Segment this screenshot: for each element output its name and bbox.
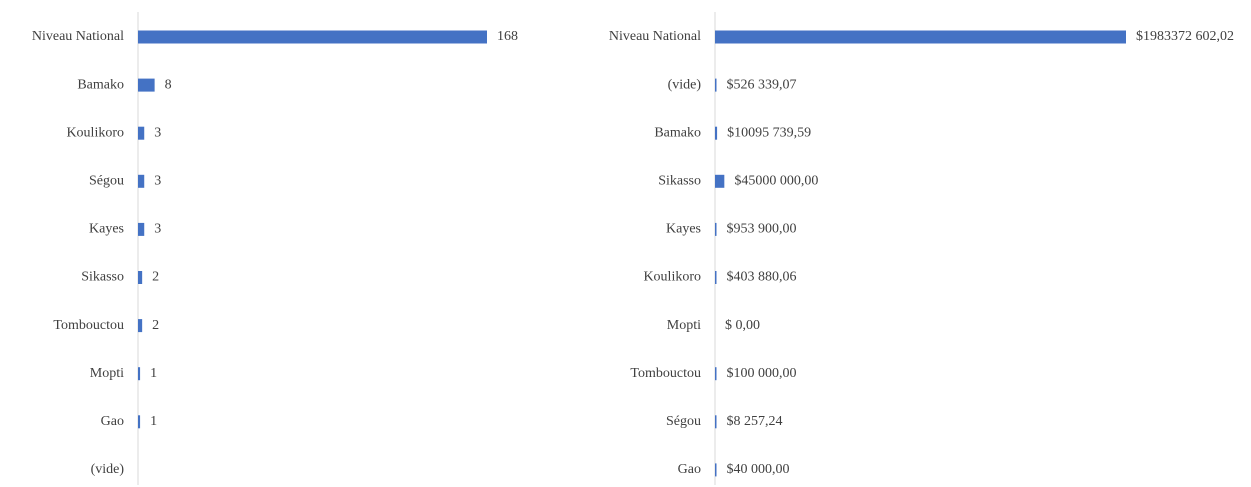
value-label: 8: [165, 77, 172, 92]
category-label: Ségou: [666, 414, 701, 429]
value-label: $40 000,00: [727, 462, 790, 477]
category-label: Sikasso: [81, 270, 124, 285]
category-label: (vide): [668, 77, 702, 92]
category-label: Niveau National: [609, 29, 701, 44]
bar: [138, 271, 143, 284]
bar: [715, 222, 717, 236]
value-label: 1: [150, 366, 157, 381]
bar: [138, 126, 145, 140]
category-label: Bamako: [77, 77, 124, 92]
category-label: Koulikoro: [643, 270, 701, 285]
category-label: Tombouctou: [53, 318, 124, 333]
bar: [715, 126, 718, 140]
category-label: Mopti: [667, 318, 701, 333]
bar: [138, 415, 141, 429]
category-label: Sikasso: [658, 174, 701, 189]
category-label: Niveau National: [32, 29, 124, 44]
category-label: Gao: [101, 414, 124, 429]
category-label: Kayes: [666, 222, 701, 237]
value-label: 3: [154, 125, 161, 140]
bar: [715, 415, 717, 429]
category-label: Ségou: [89, 174, 124, 189]
value-label: $45000 000,00: [734, 174, 818, 189]
value-label: $100 000,00: [727, 366, 797, 381]
bar: [138, 222, 145, 236]
value-label: 168: [497, 29, 518, 44]
value-label: $953 900,00: [727, 222, 797, 237]
value-label: 1: [150, 414, 157, 429]
bar: [138, 367, 141, 381]
category-label: Kayes: [89, 222, 124, 237]
value-label: 3: [154, 222, 161, 237]
category-label: (vide): [91, 462, 125, 477]
value-label: $10095 739,59: [727, 125, 811, 140]
bar: [715, 174, 725, 188]
bar: [138, 319, 143, 333]
bar: [715, 367, 717, 381]
bar: [138, 174, 145, 188]
value-label: $1983372 602,02: [1136, 29, 1234, 44]
category-label: Bamako: [654, 125, 701, 140]
value-label: 2: [152, 270, 159, 285]
category-label: Mopti: [90, 366, 124, 381]
value-label: $403 880,06: [727, 270, 797, 285]
bar: [715, 463, 717, 477]
bar: [138, 78, 155, 92]
bar: [715, 78, 717, 92]
value-label: $8 257,24: [727, 414, 783, 429]
category-label: Gao: [678, 462, 701, 477]
bar: [138, 30, 487, 44]
value-label: $ 0,00: [725, 318, 760, 333]
category-label: Tombouctou: [630, 366, 701, 381]
value-label: $526 339,07: [727, 77, 797, 92]
value-label: 2: [152, 318, 159, 333]
bar: [715, 271, 717, 284]
value-label: 3: [154, 174, 161, 189]
category-label: Koulikoro: [66, 125, 124, 140]
bar: [715, 30, 1126, 44]
